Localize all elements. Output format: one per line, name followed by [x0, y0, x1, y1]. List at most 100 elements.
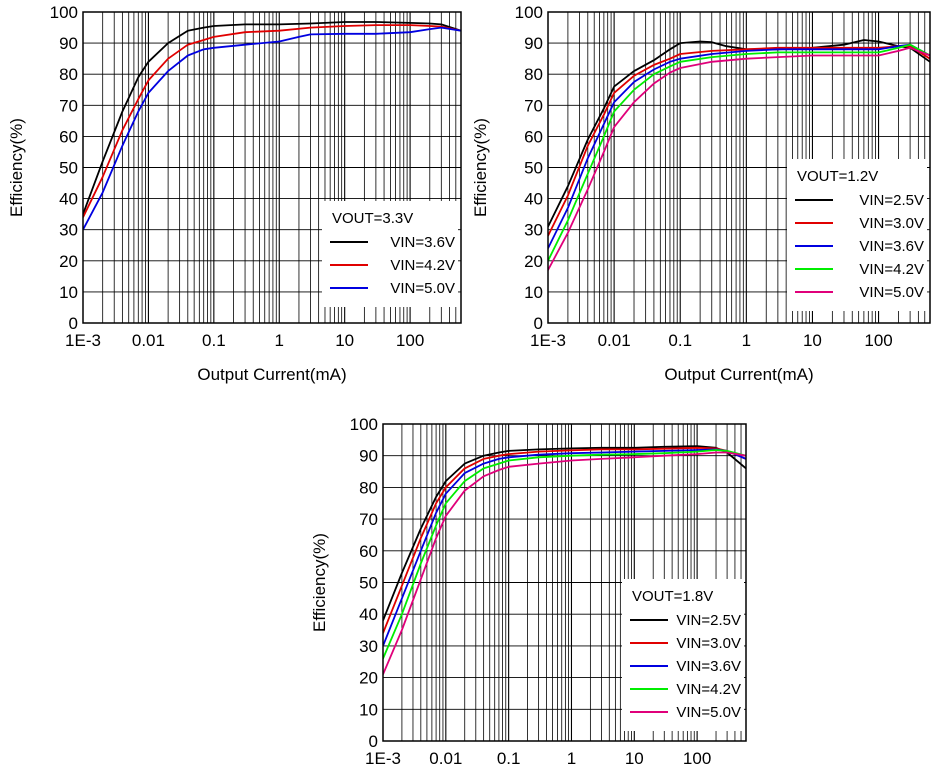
- x-tick-label: 0.1: [668, 331, 692, 350]
- legend-label-3: VIN=5.0V: [390, 280, 455, 297]
- series-line-4: [383, 449, 746, 659]
- legend-label-2: VIN=3.0V: [859, 215, 924, 232]
- y-tick-label: 70: [359, 510, 378, 529]
- x-tick-label: 10: [625, 749, 644, 768]
- chart-3: 0 10 20 30 40 50 60 70 80 90 100 1E-3 0.01 0.1 1 10 100 E…: [310, 415, 747, 768]
- y-axis-label: Efficiency(%): [7, 118, 26, 217]
- x-tick-label: 0.01: [598, 331, 631, 350]
- x-tick-label: 1E-3: [65, 331, 101, 350]
- chart-1: 0 10 20 30 40 50 60 70 80 90 100 1E-3 0.01 0.1 1 10 100 E…: [7, 3, 462, 384]
- series-line-4: [548, 43, 930, 262]
- y-tick-label: 60: [59, 127, 78, 146]
- plot-frame: [547, 11, 931, 324]
- legend: VOUT=3.3V VIN=3.6V VIN=4.2V VIN=5.0V: [322, 201, 458, 307]
- series-line-3: [548, 43, 930, 249]
- x-tick-label: 1E-3: [365, 749, 401, 768]
- x-axis-label: Output Current(mA): [197, 365, 346, 384]
- y-tick-label: 0: [69, 314, 78, 333]
- series-line-2: [548, 45, 930, 237]
- legend-label-1: VIN=2.5V: [676, 612, 741, 629]
- y-tick-label: 40: [59, 190, 78, 209]
- x-axis-label: Output Current(mA): [664, 365, 813, 384]
- legend-box: [322, 201, 458, 307]
- series-line-5: [548, 46, 930, 271]
- series-line-3: [383, 448, 746, 647]
- x-tick-label: 0.1: [497, 749, 521, 768]
- series-line-2: [383, 446, 746, 634]
- x-tick-label: 100: [683, 749, 711, 768]
- y-tick-label: 90: [524, 34, 543, 53]
- series-line-5: [383, 451, 746, 675]
- y-tick-label: 10: [524, 283, 543, 302]
- y-tick-label: 40: [359, 605, 378, 624]
- legend-label-4: VIN=4.2V: [676, 681, 741, 698]
- legend-label-3: VIN=3.6V: [859, 238, 924, 255]
- y-tick-label: 20: [524, 252, 543, 271]
- legend-title: VOUT=3.3V: [332, 210, 413, 227]
- legend-title: VOUT=1.8V: [632, 588, 713, 605]
- y-tick-label: 40: [524, 190, 543, 209]
- legend-label-4: VIN=4.2V: [859, 261, 924, 278]
- y-tick-label: 30: [359, 637, 378, 656]
- legend-label-1: VIN=2.5V: [859, 192, 924, 209]
- series-group: [548, 39, 930, 271]
- x-tick-label: 100: [396, 331, 424, 350]
- y-tick-label: 90: [59, 34, 78, 53]
- y-tick-label: 100: [350, 415, 378, 434]
- y-tick-label: 20: [59, 252, 78, 271]
- legend-label-3: VIN=3.6V: [676, 658, 741, 675]
- legend-label-2: VIN=3.0V: [676, 635, 741, 652]
- x-tick-label: 0.01: [429, 749, 462, 768]
- legend-title: VOUT=1.2V: [797, 168, 878, 185]
- y-tick-label: 30: [524, 221, 543, 240]
- y-tick-label: 80: [359, 478, 378, 497]
- y-tick-label: 80: [59, 65, 78, 84]
- legend-box: [787, 159, 927, 311]
- legend: VOUT=1.2V VIN=2.5V VIN=3.0V VIN=3.6V VIN=4.2…: [787, 159, 927, 311]
- y-tick-label: 0: [369, 732, 378, 751]
- series-line-1: [548, 39, 930, 227]
- y-axis-label: Efficiency(%): [310, 533, 329, 632]
- legend: VOUT=1.8V VIN=2.5V VIN=3.0V VIN=3.6V VIN=4.2…: [622, 579, 744, 731]
- y-tick-label: 70: [59, 96, 78, 115]
- x-tick-label: 10: [803, 331, 822, 350]
- series-line-1: [383, 445, 746, 621]
- legend-label-1: VIN=3.6V: [390, 234, 455, 251]
- x-tick-label: 1E-3: [530, 331, 566, 350]
- y-tick-label: 70: [524, 96, 543, 115]
- series-line-3: [83, 26, 461, 231]
- x-tick-label: 1: [742, 331, 751, 350]
- x-tick-label: 0.1: [202, 331, 226, 350]
- x-tick-label: 10: [335, 331, 354, 350]
- y-tick-label: 0: [534, 314, 543, 333]
- y-tick-label: 10: [59, 283, 78, 302]
- legend-label-5: VIN=5.0V: [859, 284, 924, 301]
- y-tick-label: 10: [359, 700, 378, 719]
- x-tick-label: 1: [567, 749, 576, 768]
- y-tick-label: 60: [524, 127, 543, 146]
- series-group: [383, 445, 746, 675]
- legend-box: [622, 579, 744, 731]
- y-axis-label: Efficiency(%): [471, 118, 490, 217]
- y-tick-label: 30: [59, 221, 78, 240]
- plot-frame: [82, 11, 462, 324]
- series-line-2: [83, 24, 461, 218]
- chart-2: 0 10 20 30 40 50 60 70 80 90 100 1E-3 0.01 0.1 1 10 100 E…: [471, 3, 931, 384]
- y-tick-label: 90: [359, 447, 378, 466]
- series-line-1: [83, 21, 461, 215]
- y-tick-label: 20: [359, 669, 378, 688]
- y-tick-label: 50: [59, 159, 78, 178]
- series-group: [83, 21, 461, 231]
- x-tick-label: 0.01: [132, 331, 165, 350]
- y-tick-label: 100: [50, 3, 78, 22]
- legend-label-5: VIN=5.0V: [676, 704, 741, 721]
- x-tick-label: 1: [275, 331, 284, 350]
- y-tick-label: 50: [359, 574, 378, 593]
- legend-label-2: VIN=4.2V: [390, 257, 455, 274]
- y-tick-label: 50: [524, 159, 543, 178]
- y-tick-label: 60: [359, 542, 378, 561]
- x-tick-label: 100: [864, 331, 892, 350]
- y-tick-label: 100: [515, 3, 543, 22]
- y-tick-label: 80: [524, 65, 543, 84]
